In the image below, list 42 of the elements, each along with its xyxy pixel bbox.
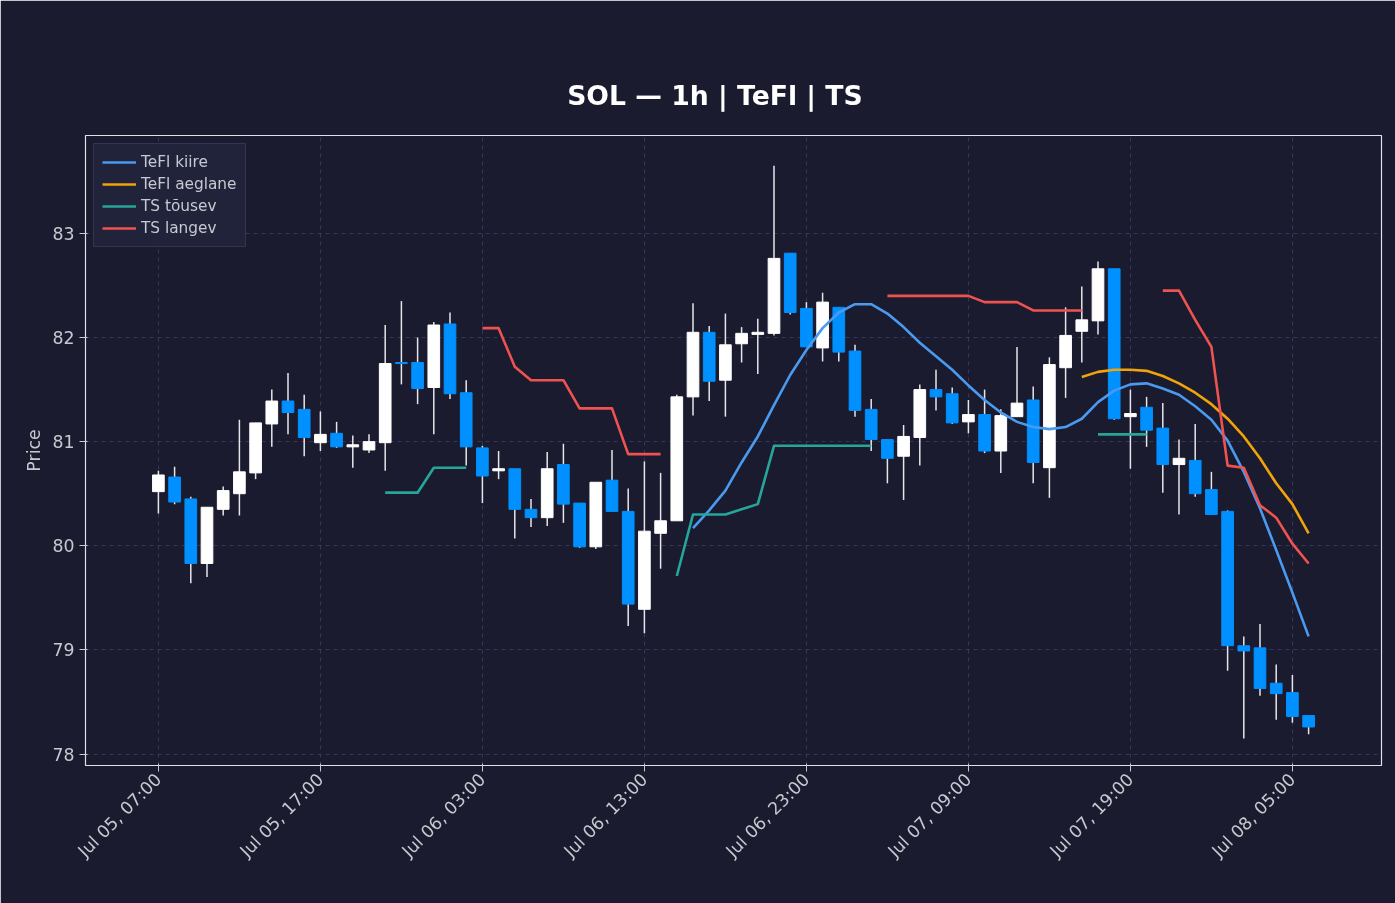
candlestick (1010, 346, 1024, 418)
y-tick-label: 79 (52, 640, 75, 661)
chart-title: SOL — 1h | TeFl | TS (567, 79, 863, 112)
candlestick (281, 372, 295, 436)
y-tick-label: 81 (52, 432, 75, 453)
line-series (691, 302, 1310, 638)
line-series (1080, 368, 1310, 535)
candlestick (1269, 663, 1283, 721)
candlestick (216, 485, 230, 517)
candlestick (929, 369, 943, 412)
y-tick-label: 78 (52, 744, 75, 765)
legend-label: TeFl aeglane (141, 174, 237, 194)
y-axis-title: Price (24, 429, 45, 472)
candlestick (1172, 438, 1186, 516)
legend-label: TeFl kiire (141, 152, 208, 172)
candlestick (346, 434, 360, 469)
candlestick (314, 410, 327, 452)
candlestick (881, 438, 894, 485)
candlestick (1140, 396, 1153, 448)
legend-label: TS langev (141, 218, 217, 238)
candlestick (395, 300, 408, 386)
candlestick (330, 421, 343, 449)
y-tick-label: 80 (52, 536, 75, 557)
candlestick (735, 326, 748, 364)
candlestick (654, 472, 667, 570)
candlestick (1075, 285, 1089, 364)
candlestick (524, 498, 538, 528)
candlestick (362, 433, 376, 454)
candlestick (1286, 674, 1299, 724)
candlestick (1237, 635, 1251, 740)
candlestick (1124, 388, 1137, 470)
legend-label: TS tõusev (141, 196, 217, 216)
y-tick-label: 82 (52, 328, 75, 349)
candlestick (751, 318, 765, 375)
candlestick (233, 419, 246, 517)
candlestick (265, 388, 279, 448)
candlestick (1302, 714, 1315, 736)
y-tick-label: 83 (52, 223, 75, 244)
candlestick (152, 470, 165, 515)
candlestick (897, 424, 910, 501)
candlestick (492, 450, 505, 480)
candlestick (962, 399, 975, 435)
